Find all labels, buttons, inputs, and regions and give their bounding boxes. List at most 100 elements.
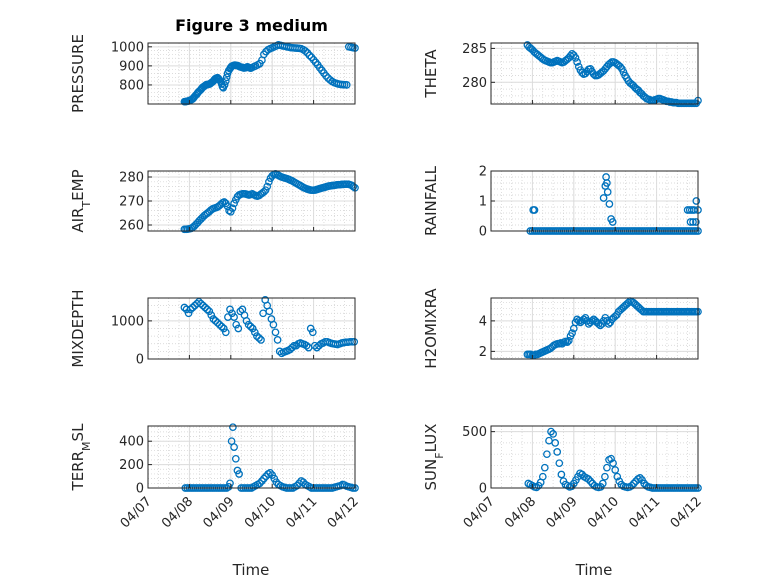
data-point <box>266 468 274 477</box>
data-point <box>588 317 596 325</box>
grid-major <box>147 171 356 231</box>
axes-box <box>147 42 356 105</box>
data-point <box>261 186 270 195</box>
data-point <box>209 315 218 323</box>
data-point <box>553 448 562 456</box>
y-tick-label: 270 <box>119 195 144 210</box>
data-point <box>226 305 234 314</box>
data-point <box>226 479 234 488</box>
y-tick-label: 0 <box>479 482 487 497</box>
subplot-1: 800 900 1000 PRESSURE Figure 3 medium <box>69 16 359 113</box>
data-point <box>608 218 617 226</box>
y-tick-label: 1000 <box>111 40 144 55</box>
data-point <box>692 197 701 205</box>
data-point <box>218 82 227 91</box>
data-point <box>235 470 243 478</box>
y-axis-label: THETA <box>422 49 440 99</box>
axes-box <box>490 425 699 489</box>
subplot-3: 260 270 280 AIRTEMP <box>69 169 359 234</box>
data-point <box>609 459 617 468</box>
data-point <box>215 320 224 329</box>
data-point <box>288 343 296 352</box>
data-point <box>574 317 583 325</box>
data-point <box>629 479 638 488</box>
data-point <box>349 182 358 191</box>
y-tick-label: 500 <box>462 425 487 440</box>
y-tick-label: 260 <box>119 219 144 234</box>
data-point <box>230 313 238 321</box>
y-tick-label: 285 <box>462 42 487 57</box>
y-axis-label-rest: LUX <box>422 424 440 453</box>
data-point <box>636 474 644 482</box>
data-point <box>584 475 593 483</box>
data-point <box>221 77 230 85</box>
data-point <box>568 329 576 337</box>
data-point <box>188 303 197 312</box>
x-axis-label-left: Time <box>232 561 270 579</box>
data-point <box>599 194 608 202</box>
y-tick-label: 400 <box>119 435 144 450</box>
data-point <box>236 307 245 316</box>
data-point <box>573 58 581 66</box>
data-point <box>203 305 212 314</box>
data-point <box>566 52 575 60</box>
data-point <box>571 54 580 62</box>
data-point <box>350 337 359 346</box>
data-point <box>313 343 321 352</box>
data-point <box>228 309 236 318</box>
data-point <box>611 466 620 474</box>
series-markers <box>180 296 359 358</box>
y-axis-label-rest: EMP <box>69 169 87 200</box>
data-point <box>199 301 207 310</box>
series-markers <box>180 170 359 234</box>
data-point <box>205 307 214 316</box>
y-axis-label: SUNFLUX <box>422 424 446 491</box>
data-point <box>263 182 272 191</box>
data-point <box>690 206 698 214</box>
data-point <box>322 71 330 80</box>
data-point <box>540 463 549 472</box>
data-point <box>230 443 238 451</box>
data-point <box>255 479 264 488</box>
data-point <box>686 218 695 226</box>
axes-box <box>490 42 699 105</box>
data-point <box>244 320 253 329</box>
data-point <box>305 51 314 60</box>
data-point <box>226 207 235 216</box>
data-point <box>253 332 261 340</box>
y-tick-label: 800 <box>119 78 144 93</box>
data-point <box>603 188 612 196</box>
y-tick-label: 1000 <box>111 314 144 329</box>
data-point <box>234 324 243 333</box>
data-point <box>530 206 539 214</box>
data-point <box>257 336 265 344</box>
data-point <box>250 328 259 337</box>
data-point <box>195 297 203 306</box>
data-point <box>265 307 274 316</box>
data-point <box>184 309 193 318</box>
y-tick-label: 1 <box>479 195 487 210</box>
subplot-2: 280 285 THETA <box>422 41 702 108</box>
data-point <box>219 324 228 333</box>
y-axis-label-subscript: M <box>80 441 93 451</box>
data-point <box>627 481 636 490</box>
y-axis-label: H2OMIXRA <box>422 288 440 369</box>
data-point <box>603 463 611 472</box>
data-point <box>308 328 317 337</box>
data-point <box>242 317 251 325</box>
data-point <box>197 299 205 308</box>
data-point <box>269 320 278 329</box>
data-point <box>607 454 615 463</box>
data-point <box>586 477 595 486</box>
data-point <box>230 199 238 208</box>
data-point <box>211 317 220 325</box>
y-axis-label-subscript: F <box>433 452 446 458</box>
data-point <box>286 345 294 354</box>
y-tick-label: 2 <box>479 165 487 180</box>
data-point <box>557 470 566 479</box>
data-point <box>246 322 255 331</box>
data-point <box>549 430 557 438</box>
axes-box <box>490 297 699 360</box>
axes-box <box>147 425 356 489</box>
y-axis-label: TERRMSL <box>69 423 93 492</box>
